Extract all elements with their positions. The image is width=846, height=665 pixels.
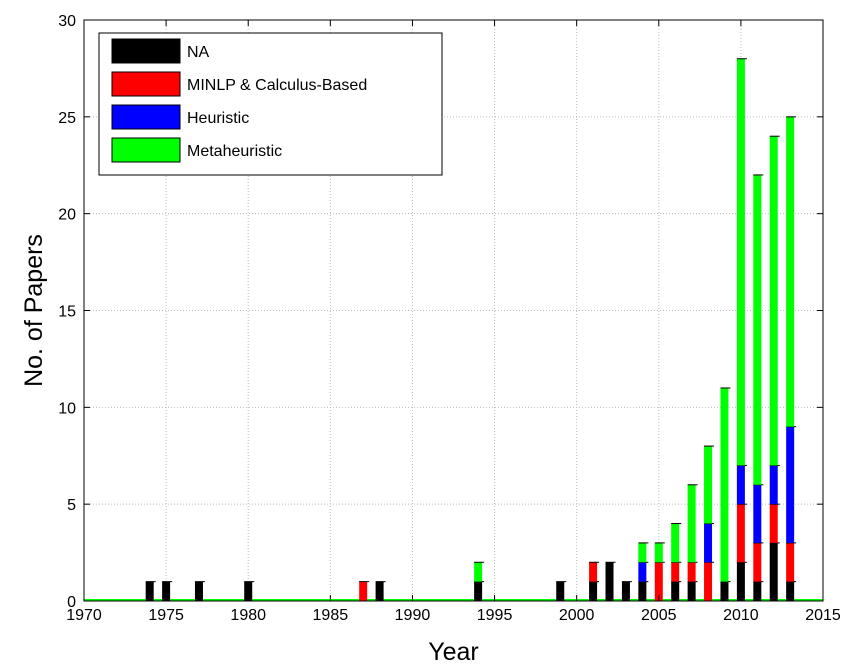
- bar-na-1999: [556, 581, 565, 601]
- bar-metaheuristic-2011: [753, 174, 762, 485]
- y-tick-label-15: 15: [58, 304, 76, 321]
- bar-na-2009: [720, 581, 729, 601]
- x-tick-label-1975: 1975: [148, 607, 184, 624]
- bar-na-1975: [162, 581, 171, 601]
- bar-metaheuristic-2013: [786, 116, 795, 427]
- bar-minlp-calculus-based-2008: [704, 562, 713, 601]
- y-tick-label-5: 5: [67, 497, 76, 514]
- y-tick-label-20: 20: [58, 207, 76, 224]
- x-tick-label-2000: 2000: [559, 607, 595, 624]
- bar-minlp-calculus-based-2001: [589, 562, 598, 582]
- bar-na-2002: [605, 562, 614, 601]
- bar-metaheuristic-2012: [769, 136, 778, 466]
- bar-na-2001: [589, 581, 598, 601]
- bar-minlp-calculus-based-2013: [786, 542, 795, 582]
- bar-metaheuristic-2004: [638, 542, 647, 563]
- legend-entry-3: Metaheuristic: [187, 143, 282, 160]
- bar-na-2007: [687, 581, 696, 601]
- bar-metaheuristic-2007: [687, 484, 696, 563]
- x-tick-label-1980: 1980: [230, 607, 266, 624]
- legend-swatch-0: [111, 38, 181, 64]
- bar-metaheuristic-2005: [654, 542, 663, 563]
- bar-na-2012: [769, 542, 778, 601]
- legend-swatch-3: [111, 137, 181, 163]
- x-axis-label: Year: [428, 638, 479, 665]
- x-tick-label-1970: 1970: [66, 607, 102, 624]
- bar-na-2013: [786, 581, 795, 601]
- y-tick-label-30: 30: [58, 13, 76, 30]
- y-tick-label-10: 10: [58, 400, 76, 417]
- legend-entry-1: MINLP & Calculus-Based: [187, 77, 367, 94]
- bar-na-2011: [753, 581, 762, 601]
- bar-heuristic-2010: [736, 465, 745, 505]
- legend-entry-2: Heuristic: [187, 110, 249, 127]
- bar-minlp-calculus-based-2010: [736, 504, 745, 563]
- legend-swatch-1: [111, 71, 181, 97]
- y-axis-label: No. of Papers: [20, 234, 48, 387]
- legend-swatch-2: [111, 104, 181, 130]
- bar-metaheuristic-2008: [704, 446, 713, 524]
- x-tick-label-2005: 2005: [641, 607, 677, 624]
- bar-minlp-calculus-based-2007: [687, 562, 696, 582]
- bar-na-2003: [621, 581, 630, 601]
- bar-na-2006: [671, 581, 680, 601]
- bar-metaheuristic-2009: [720, 387, 729, 582]
- x-tick-label-1995: 1995: [477, 607, 513, 624]
- bar-na-2010: [736, 562, 745, 601]
- bar-metaheuristic-1994: [474, 562, 483, 582]
- bar-heuristic-2013: [786, 426, 795, 543]
- bar-heuristic-2008: [704, 523, 713, 563]
- bar-heuristic-2004: [638, 562, 647, 582]
- legend: NA MINLP & Calculus-Based Heuristic Metaheu…: [98, 32, 443, 176]
- axes-frame: [83, 19, 824, 602]
- bar-minlp-calculus-based-2012: [769, 504, 778, 543]
- x-tick-label-1990: 1990: [395, 607, 431, 624]
- bar-na-1994: [474, 581, 483, 601]
- x-tick-label-2010: 2010: [723, 607, 759, 624]
- bar-marks: [84, 58, 823, 601]
- bar-na-1977: [194, 581, 203, 601]
- legend-entry-0: NA: [187, 44, 210, 61]
- bar-na-1988: [375, 581, 384, 601]
- x-tick-label-1985: 1985: [313, 607, 349, 624]
- y-tick-label-0: 0: [67, 594, 76, 611]
- bar-metaheuristic-2006: [671, 523, 680, 563]
- bar-minlp-calculus-based-1987: [359, 581, 368, 601]
- bar-heuristic-2011: [753, 484, 762, 543]
- bar-minlp-calculus-based-2011: [753, 542, 762, 582]
- bar-na-1974: [145, 581, 154, 601]
- bar-heuristic-2012: [769, 465, 778, 505]
- bar-na-1980: [244, 581, 253, 601]
- x-tick-labels: 1970 1975 1980 1985 1990 1995 2000 2005 2010 2015: [66, 607, 841, 624]
- y-tick-label-25: 25: [58, 110, 76, 127]
- y-tick-labels: 0 5 10 15 20 25 30: [58, 13, 76, 611]
- x-tick-label-2015: 2015: [805, 607, 841, 624]
- bar-na-2004: [638, 581, 647, 601]
- bar-minlp-calculus-based-2006: [671, 562, 680, 582]
- bar-minlp-calculus-based-2005: [654, 562, 663, 601]
- bar-metaheuristic-2010: [736, 58, 745, 466]
